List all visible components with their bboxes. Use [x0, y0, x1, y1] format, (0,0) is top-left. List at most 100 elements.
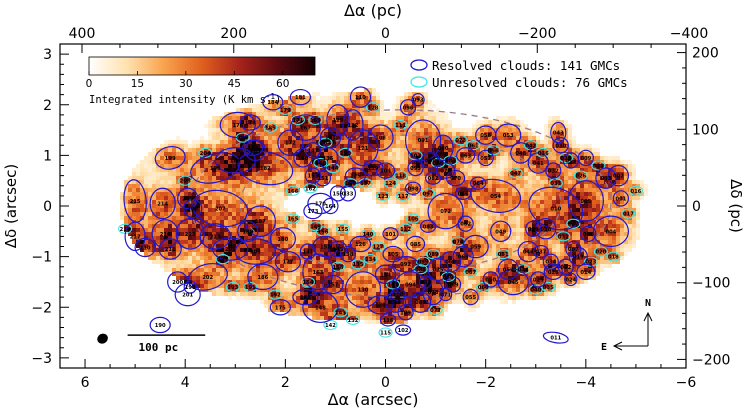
- emission-pixel: [424, 136, 428, 140]
- emission-pixel: [340, 288, 344, 292]
- emission-pixel: [308, 240, 312, 244]
- emission-pixel: [324, 176, 328, 180]
- emission-pixel: [172, 232, 176, 236]
- emission-pixel: [560, 276, 564, 280]
- emission-pixel: [204, 228, 208, 232]
- emission-pixel: [156, 208, 160, 212]
- emission-pixel: [256, 192, 260, 196]
- emission-pixel: [152, 192, 156, 196]
- emission-pixel: [508, 264, 512, 268]
- emission-pixel: [380, 116, 384, 120]
- emission-pixel: [532, 224, 536, 228]
- emission-pixel: [552, 264, 556, 268]
- emission-pixel: [464, 172, 468, 176]
- emission-pixel: [224, 212, 228, 216]
- emission-pixel: [188, 212, 192, 216]
- emission-pixel: [564, 276, 568, 280]
- emission-pixel: [288, 256, 292, 260]
- emission-pixel: [508, 168, 512, 172]
- emission-pixel: [192, 212, 196, 216]
- emission-pixel: [284, 300, 288, 304]
- emission-pixel: [376, 176, 380, 180]
- emission-pixel: [368, 136, 372, 140]
- emission-pixel: [436, 160, 440, 164]
- emission-pixel: [452, 256, 456, 260]
- emission-pixel: [184, 176, 188, 180]
- emission-pixel: [180, 240, 184, 244]
- emission-pixel: [420, 204, 424, 208]
- emission-pixel: [560, 248, 564, 252]
- emission-pixel: [532, 256, 536, 260]
- emission-pixel: [184, 144, 188, 148]
- emission-pixel: [440, 240, 444, 244]
- emission-pixel: [236, 240, 240, 244]
- emission-pixel: [180, 208, 184, 212]
- emission-pixel: [436, 224, 440, 228]
- emission-pixel: [268, 164, 272, 168]
- emission-pixel: [228, 284, 232, 288]
- emission-pixel: [264, 128, 268, 132]
- emission-pixel: [200, 260, 204, 264]
- emission-pixel: [132, 176, 136, 180]
- emission-pixel: [400, 164, 404, 168]
- emission-pixel: [180, 160, 184, 164]
- emission-pixel: [232, 196, 236, 200]
- emission-pixel: [448, 228, 452, 232]
- emission-pixel: [328, 104, 332, 108]
- emission-pixel: [332, 228, 336, 232]
- emission-pixel: [368, 88, 372, 92]
- emission-pixel: [244, 128, 248, 132]
- emission-pixel: [392, 224, 396, 228]
- emission-pixel: [364, 188, 368, 192]
- emission-pixel: [168, 180, 172, 184]
- emission-pixel: [252, 156, 256, 160]
- emission-pixel: [508, 200, 512, 204]
- emission-pixel: [168, 252, 172, 256]
- emission-pixel: [244, 168, 248, 172]
- emission-pixel: [356, 124, 360, 128]
- emission-pixel: [424, 200, 428, 204]
- emission-pixel: [184, 196, 188, 200]
- emission-pixel: [476, 132, 480, 136]
- emission-pixel: [432, 124, 436, 128]
- emission-pixel: [492, 120, 496, 124]
- emission-pixel: [172, 244, 176, 248]
- emission-pixel: [440, 248, 444, 252]
- emission-pixel: [348, 172, 352, 176]
- emission-pixel: [528, 280, 532, 284]
- emission-pixel: [496, 240, 500, 244]
- emission-pixel: [324, 236, 328, 240]
- emission-pixel: [472, 168, 476, 172]
- emission-pixel: [516, 236, 520, 240]
- emission-pixel: [312, 244, 316, 248]
- emission-pixel: [208, 152, 212, 156]
- emission-pixel: [468, 148, 472, 152]
- emission-pixel: [380, 140, 384, 144]
- emission-pixel: [488, 200, 492, 204]
- emission-pixel: [184, 180, 188, 184]
- emission-pixel: [496, 168, 500, 172]
- emission-pixel: [156, 152, 160, 156]
- emission-pixel: [432, 240, 436, 244]
- emission-pixel: [228, 140, 232, 144]
- emission-pixel: [368, 296, 372, 300]
- emission-pixel: [516, 220, 520, 224]
- emission-pixel: [384, 288, 388, 292]
- emission-pixel: [428, 316, 432, 320]
- emission-pixel: [540, 148, 544, 152]
- emission-pixel: [396, 164, 400, 168]
- emission-pixel: [484, 152, 488, 156]
- emission-pixel: [496, 232, 500, 236]
- emission-pixel: [464, 284, 468, 288]
- emission-pixel: [444, 228, 448, 232]
- emission-pixel: [556, 156, 560, 160]
- emission-pixel: [204, 152, 208, 156]
- emission-pixel: [532, 232, 536, 236]
- emission-pixel: [440, 272, 444, 276]
- emission-pixel: [516, 184, 520, 188]
- emission-pixel: [536, 176, 540, 180]
- emission-pixel: [524, 184, 528, 188]
- emission-pixel: [372, 164, 376, 168]
- emission-pixel: [404, 148, 408, 152]
- emission-pixel: [416, 208, 420, 212]
